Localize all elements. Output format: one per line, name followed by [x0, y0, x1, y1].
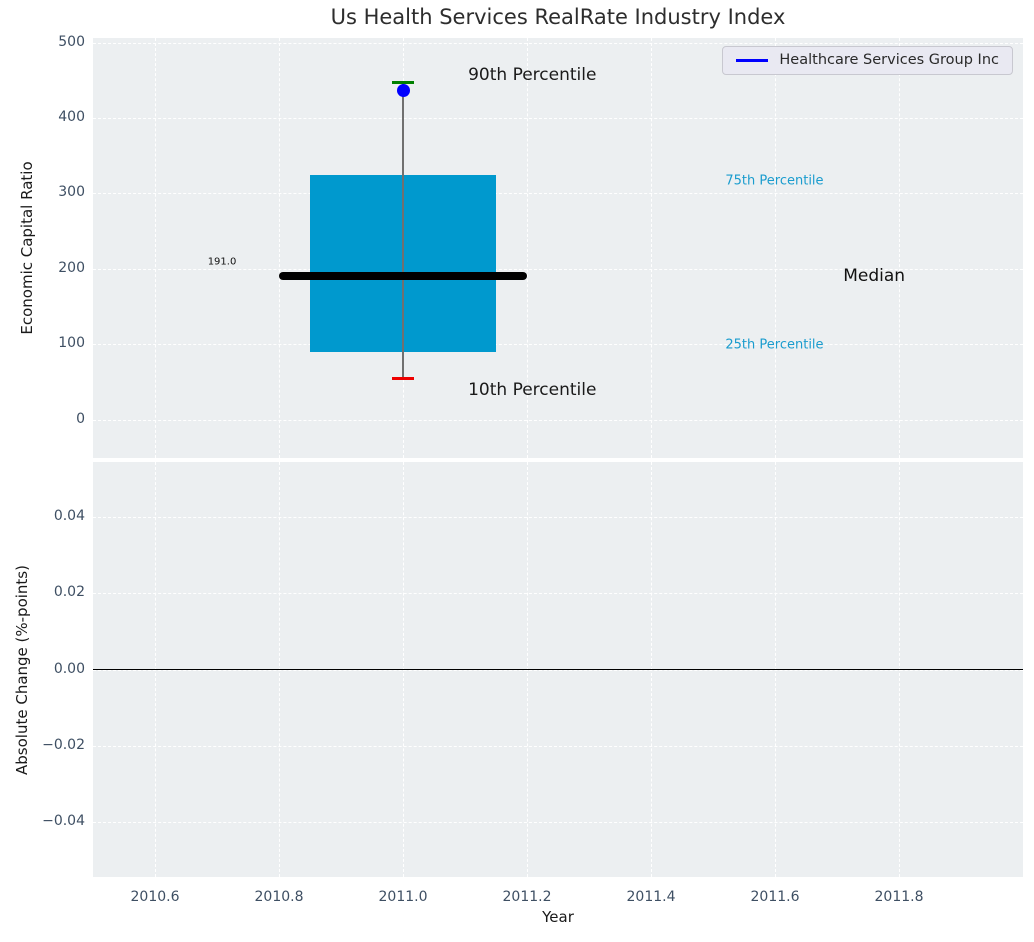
x-tick-label: 2011.2 — [502, 889, 552, 905]
axes-economic-capital-ratio: Healthcare Services Group Inc 90th Perce… — [93, 38, 1023, 458]
y-tick-label: 0 — [76, 410, 85, 427]
gridline-y — [93, 117, 1023, 119]
annotation-10th-percentile: 10th Percentile — [468, 380, 597, 401]
y-tick-label: 0.00 — [53, 660, 85, 677]
zero-line — [93, 668, 1023, 671]
gridline-y — [93, 593, 1023, 595]
company-point — [396, 83, 410, 97]
annotation-90th-percentile: 90th Percentile — [468, 64, 597, 85]
gridline-y — [93, 419, 1023, 421]
x-tick-label: 2011.4 — [626, 889, 676, 905]
y-tick-label: 0.04 — [53, 508, 85, 525]
median-line — [279, 271, 527, 280]
gridline-y — [93, 745, 1023, 747]
whisker-cap-10th — [391, 377, 415, 381]
gridline-x — [155, 38, 156, 458]
gridline-x — [651, 38, 652, 458]
gridline-y — [93, 821, 1023, 823]
gridline-y — [93, 193, 1023, 195]
y-tick-label: 200 — [58, 259, 85, 276]
legend-line-swatch — [736, 58, 769, 62]
gridline-x — [279, 38, 280, 458]
y-tick-label: 500 — [58, 33, 85, 50]
gridline-x — [899, 38, 900, 458]
y-tick-label: −0.02 — [42, 736, 85, 753]
gridline-y — [93, 268, 1023, 270]
whisker-line — [402, 82, 404, 379]
xlabel-year: Year — [542, 908, 574, 926]
whisker-cap-90th — [391, 80, 415, 85]
chart-title: Us Health Services RealRate Industry Ind… — [330, 5, 786, 29]
x-tick-label: 2011.6 — [750, 889, 800, 905]
annotation-191-0: 191.0 — [207, 256, 237, 268]
legend: Healthcare Services Group Inc — [722, 46, 1013, 75]
gridline-y — [93, 517, 1023, 519]
gridline-x — [775, 38, 776, 458]
y-tick-label: −0.04 — [42, 812, 85, 829]
x-tick-label: 2010.8 — [254, 889, 304, 905]
annotation-25th-percentile: 25th Percentile — [725, 337, 824, 353]
x-tick-label: 2011.0 — [378, 889, 428, 905]
annotation-median: Median — [843, 265, 906, 286]
y-tick-label: 400 — [58, 108, 85, 125]
axes-absolute-change — [93, 462, 1023, 877]
gridline-x — [527, 38, 528, 458]
gridline-y — [93, 42, 1023, 44]
y-tick-label: 0.02 — [53, 584, 85, 601]
y-tick-label: 300 — [58, 184, 85, 201]
legend-label: Healthcare Services Group Inc — [779, 52, 999, 68]
y-tick-label: 100 — [58, 335, 85, 352]
annotation-75th-percentile: 75th Percentile — [725, 173, 824, 189]
gridline-y — [93, 344, 1023, 346]
x-tick-label: 2011.8 — [874, 889, 924, 905]
x-tick-label: 2010.6 — [130, 889, 180, 905]
